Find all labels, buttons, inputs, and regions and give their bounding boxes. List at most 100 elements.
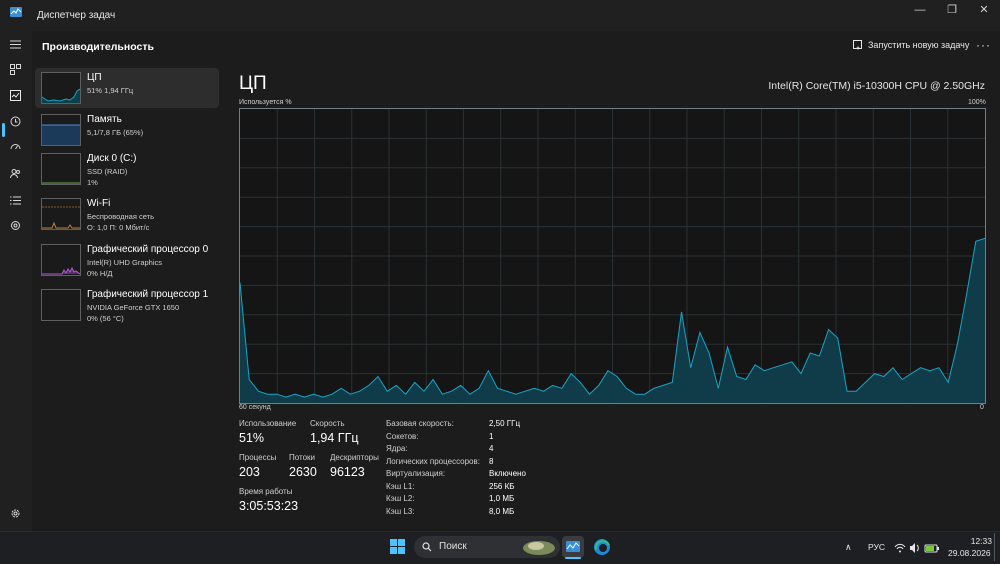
sidebar-item-name: Память — [87, 114, 122, 125]
window-title: Диспетчер задач — [37, 10, 116, 21]
windows-start-icon[interactable] — [390, 539, 405, 554]
spec-value: 2,50 ГГц — [489, 419, 521, 428]
processes-icon[interactable] — [7, 64, 24, 81]
system-tray-icons[interactable] — [894, 541, 940, 553]
sidebar-item-cpu[interactable]: ЦП 51% 1,94 ГГц — [35, 68, 219, 108]
disk-thumbnail — [41, 153, 81, 185]
handles-label: Дескрипторы — [330, 453, 379, 462]
wifi-thumbnail — [41, 198, 81, 230]
gpu0-thumbnail — [41, 244, 81, 276]
run-task-icon — [853, 40, 862, 50]
spec-value: 256 КБ — [489, 482, 515, 491]
x-axis-start-label: 60 секунд — [239, 404, 271, 411]
handles-value: 96123 — [330, 465, 365, 479]
show-desktop-button[interactable] — [994, 533, 999, 561]
spec-label: Логических процессоров: — [386, 457, 480, 466]
usage-label: Использование — [239, 419, 297, 428]
taskbar-task-manager-button[interactable] — [562, 536, 584, 558]
sidebar-item-usage: 0% (56 °C) — [87, 314, 124, 323]
sidebar-item-gpu1[interactable]: Графический процессор 1 NVIDIA GeForce G… — [35, 285, 219, 325]
maximize-button[interactable]: ❐ — [947, 4, 957, 16]
speed-value: 1,94 ГГц — [310, 431, 359, 445]
search-highlight-image — [523, 541, 555, 555]
sidebar-item-detail: SSD (RAID) — [87, 167, 128, 176]
sidebar-item-usage: 1% — [87, 178, 98, 187]
spec-value: Включено — [489, 469, 526, 478]
sidebar-item-gpu0[interactable]: Графический процессор 0 Intel(R) UHD Gra… — [35, 240, 219, 280]
spec-label: Кэш L1: — [386, 482, 415, 491]
run-task-label: Запустить новую задачу — [868, 40, 970, 50]
more-options-button[interactable]: ··· — [976, 38, 991, 52]
page-title: Производительность — [42, 41, 154, 53]
usage-axis-label: Используется % — [239, 99, 292, 106]
spec-value: 1,0 МБ — [489, 494, 515, 503]
spec-label: Кэш L3: — [386, 507, 415, 516]
spec-label: Базовая скорость: — [386, 419, 454, 428]
show-hidden-icons-icon[interactable]: ∧ — [845, 542, 852, 552]
cpu-usage-area — [240, 238, 985, 403]
processes-label: Процессы — [239, 453, 277, 462]
spec-value: 4 — [489, 444, 494, 453]
sidebar-item-usage: 0% Н/Д — [87, 269, 113, 278]
taskbar-search-box[interactable] — [414, 536, 560, 558]
uptime-label: Время работы — [239, 487, 293, 496]
sidebar-item-detail: NVIDIA GeForce GTX 1650 — [87, 303, 180, 312]
sidebar-item-name: Графический процессор 1 — [87, 289, 209, 300]
services-icon[interactable] — [7, 220, 24, 237]
spec-value: 1 — [489, 432, 494, 441]
users-icon[interactable] — [7, 168, 24, 185]
cpu-thumbnail — [41, 72, 81, 104]
cpu-usage-chart — [239, 109, 986, 403]
clock-date[interactable]: 29.08.2026 — [948, 548, 991, 558]
search-placeholder: Поиск — [439, 541, 467, 552]
uptime-value: 3:05:53:23 — [239, 499, 299, 513]
run-new-task-button[interactable]: Запустить новую задачу — [853, 40, 969, 50]
minimize-button[interactable]: — — [914, 4, 926, 16]
close-button[interactable]: ✕ — [979, 4, 989, 16]
language-indicator[interactable]: РУС — [868, 542, 886, 552]
spec-value: 8 — [489, 457, 494, 466]
sidebar-item-detail: Intel(R) UHD Graphics — [87, 258, 163, 267]
details-icon[interactable] — [7, 194, 24, 211]
navigation-rail — [0, 31, 32, 531]
task-manager-icon — [10, 7, 22, 17]
sidebar-item-name: Графический процессор 0 — [87, 244, 209, 255]
spec-label: Виртуализация: — [386, 469, 446, 478]
sidebar-item-detail: 5,1/7,8 ГБ (65%) — [87, 128, 144, 137]
sidebar-item-disk[interactable]: Диск 0 (C:) SSD (RAID) 1% — [35, 149, 219, 189]
sidebar-item-wifi[interactable]: Wi-Fi Беспроводная сеть О: 1,0 П: 0 Мбит… — [35, 194, 219, 234]
sidebar-item-usage: О: 1,0 П: 0 Мбит/с — [87, 223, 150, 232]
sidebar-item-name: Диск 0 (C:) — [87, 153, 137, 164]
app-history-icon[interactable] — [7, 116, 24, 133]
cpu-model: Intel(R) Core(TM) i5-10300H CPU @ 2.50GH… — [768, 80, 985, 92]
sidebar-item-name: ЦП — [87, 72, 102, 83]
speed-label: Скорость — [310, 419, 345, 428]
threads-value: 2630 — [289, 465, 317, 479]
performance-icon[interactable] — [7, 90, 24, 107]
threads-label: Потоки — [289, 453, 316, 462]
clock-time[interactable]: 12:33 — [970, 536, 992, 546]
edge-browser-icon[interactable] — [593, 538, 611, 556]
settings-icon[interactable] — [7, 508, 24, 525]
startup-icon[interactable] — [7, 142, 24, 159]
menu-icon[interactable] — [7, 38, 24, 55]
sidebar-item-memory[interactable]: Память 5,1/7,8 ГБ (65%) — [35, 110, 219, 150]
gpu1-thumbnail — [41, 289, 81, 321]
cpu-usage-line — [239, 237, 986, 398]
spec-label: Кэш L2: — [386, 494, 415, 503]
spec-label: Ядра: — [386, 444, 408, 453]
usage-max-label: 100% — [968, 99, 986, 106]
memory-thumbnail — [41, 114, 81, 146]
active-app-indicator — [565, 557, 581, 559]
spec-label: Сокетов: — [386, 432, 419, 441]
sidebar-item-detail: 51% 1,94 ГГц — [87, 86, 134, 95]
task-manager-icon — [566, 541, 580, 552]
processes-value: 203 — [239, 465, 260, 479]
usage-value: 51% — [239, 431, 265, 445]
active-indicator — [2, 123, 5, 137]
sidebar-item-name: Wi-Fi — [87, 198, 111, 209]
spec-value: 8,0 МБ — [489, 507, 515, 516]
cpu-usage-graph — [239, 108, 986, 404]
x-axis-end-label: 0 — [980, 404, 984, 411]
cpu-heading: ЦП — [239, 73, 267, 94]
